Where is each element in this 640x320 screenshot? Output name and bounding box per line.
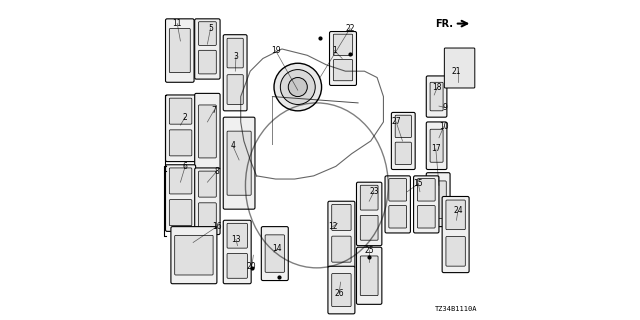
FancyBboxPatch shape (227, 223, 247, 248)
Text: FR.: FR. (435, 19, 453, 28)
FancyBboxPatch shape (328, 201, 355, 268)
Text: 10: 10 (439, 122, 449, 131)
FancyBboxPatch shape (417, 179, 435, 201)
Text: 4: 4 (230, 141, 236, 150)
FancyBboxPatch shape (392, 112, 415, 170)
Text: 26: 26 (334, 289, 344, 298)
FancyBboxPatch shape (360, 185, 378, 210)
Text: 13: 13 (231, 235, 241, 244)
FancyBboxPatch shape (360, 215, 378, 240)
FancyBboxPatch shape (227, 131, 251, 195)
FancyBboxPatch shape (332, 204, 351, 230)
FancyBboxPatch shape (330, 32, 356, 85)
Circle shape (280, 69, 316, 105)
FancyBboxPatch shape (442, 196, 469, 273)
Text: 1: 1 (332, 46, 337, 55)
Text: 17: 17 (431, 144, 440, 153)
FancyBboxPatch shape (385, 176, 410, 233)
FancyBboxPatch shape (413, 176, 439, 233)
FancyBboxPatch shape (417, 206, 435, 228)
Text: 3: 3 (234, 52, 238, 61)
Text: 11: 11 (173, 19, 182, 28)
Text: 14: 14 (273, 244, 282, 253)
FancyBboxPatch shape (328, 266, 355, 314)
FancyBboxPatch shape (227, 38, 243, 68)
FancyBboxPatch shape (170, 28, 190, 73)
FancyBboxPatch shape (170, 130, 192, 156)
FancyBboxPatch shape (198, 203, 216, 229)
FancyBboxPatch shape (333, 34, 353, 55)
FancyBboxPatch shape (227, 75, 243, 104)
FancyBboxPatch shape (446, 200, 465, 230)
FancyBboxPatch shape (395, 115, 412, 138)
Text: 20: 20 (247, 262, 257, 271)
FancyBboxPatch shape (198, 105, 216, 158)
Text: 23: 23 (369, 187, 379, 196)
FancyBboxPatch shape (223, 35, 247, 111)
FancyBboxPatch shape (430, 82, 443, 111)
FancyBboxPatch shape (195, 19, 220, 79)
FancyBboxPatch shape (430, 129, 443, 162)
FancyBboxPatch shape (430, 181, 446, 218)
FancyBboxPatch shape (166, 19, 194, 82)
FancyBboxPatch shape (166, 95, 196, 162)
FancyBboxPatch shape (444, 48, 475, 88)
FancyBboxPatch shape (223, 117, 255, 209)
Text: TZ34B1110A: TZ34B1110A (435, 306, 477, 312)
Text: 27: 27 (391, 117, 401, 126)
FancyBboxPatch shape (171, 227, 217, 284)
FancyBboxPatch shape (426, 173, 450, 227)
FancyBboxPatch shape (333, 60, 353, 81)
FancyBboxPatch shape (195, 168, 220, 235)
Text: 7: 7 (211, 106, 216, 115)
Text: 21: 21 (452, 67, 461, 76)
Text: 19: 19 (271, 46, 280, 55)
Text: 9: 9 (443, 103, 448, 112)
FancyBboxPatch shape (170, 98, 192, 124)
Text: 5: 5 (208, 24, 213, 33)
Text: 8: 8 (214, 167, 220, 176)
Text: 2: 2 (183, 113, 188, 122)
FancyBboxPatch shape (395, 142, 412, 164)
FancyBboxPatch shape (389, 206, 406, 228)
FancyBboxPatch shape (426, 76, 447, 117)
FancyBboxPatch shape (166, 165, 196, 231)
FancyBboxPatch shape (389, 179, 406, 201)
Text: 15: 15 (413, 179, 423, 188)
FancyBboxPatch shape (332, 274, 351, 307)
Text: 22: 22 (346, 24, 355, 33)
FancyBboxPatch shape (261, 227, 288, 281)
FancyBboxPatch shape (175, 235, 213, 275)
FancyBboxPatch shape (356, 247, 382, 304)
FancyBboxPatch shape (227, 253, 247, 278)
Text: 25: 25 (364, 246, 374, 255)
FancyBboxPatch shape (426, 122, 447, 170)
FancyBboxPatch shape (198, 50, 216, 74)
FancyBboxPatch shape (356, 182, 382, 246)
Text: 18: 18 (433, 83, 442, 92)
Text: 16: 16 (212, 222, 221, 231)
FancyBboxPatch shape (223, 220, 251, 284)
Text: 6: 6 (183, 162, 188, 171)
FancyBboxPatch shape (332, 236, 351, 262)
Circle shape (274, 63, 321, 111)
FancyBboxPatch shape (170, 200, 192, 226)
FancyBboxPatch shape (198, 171, 216, 197)
Text: 24: 24 (453, 206, 463, 215)
FancyBboxPatch shape (265, 235, 284, 272)
FancyBboxPatch shape (360, 256, 378, 296)
Text: 12: 12 (328, 222, 337, 231)
Circle shape (288, 77, 307, 97)
FancyBboxPatch shape (170, 168, 192, 194)
FancyBboxPatch shape (195, 93, 220, 170)
FancyBboxPatch shape (446, 236, 465, 266)
FancyBboxPatch shape (198, 22, 216, 45)
